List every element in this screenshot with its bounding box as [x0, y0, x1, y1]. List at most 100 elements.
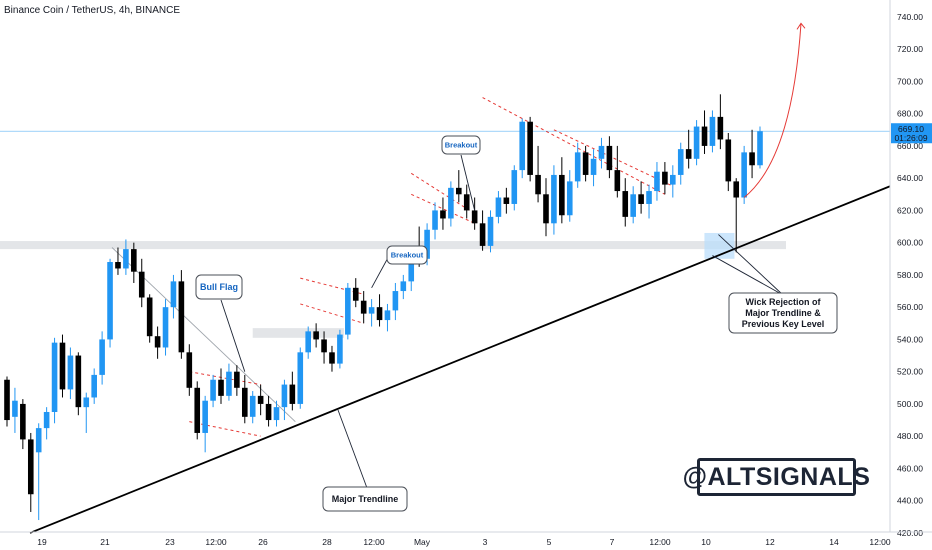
last-price-badge [891, 123, 932, 144]
candle-body [741, 152, 747, 198]
descending-upper-line [482, 97, 666, 195]
candle-body [337, 334, 343, 364]
candle-body [511, 170, 518, 204]
y-tick-label: 580.00 [897, 270, 923, 280]
candle-body [234, 371, 240, 388]
candle-body [12, 400, 18, 417]
candle-body [646, 191, 652, 204]
x-tick-label: 26 [258, 537, 268, 547]
candle-body [186, 352, 193, 388]
candle-body [654, 171, 660, 192]
breakout-1-pointer [460, 154, 476, 211]
candle-body [131, 249, 137, 272]
x-tick-label: 19 [37, 537, 47, 547]
candle-body [4, 379, 10, 421]
bull-flag-pointer [220, 299, 246, 372]
chart-title: Binance Coin / TetherUS, 4h, BINANCE [4, 5, 181, 16]
breakout-1-label-text: Breakout [445, 141, 478, 150]
candle-body [305, 331, 311, 353]
breakout-1-label-box [441, 135, 481, 155]
x-tick-label: 12:00 [363, 537, 385, 547]
wick-rejection-label-text: Major Trendline & [745, 308, 821, 318]
candle-body [630, 194, 636, 217]
candle-body [368, 307, 375, 314]
candle-body [551, 174, 557, 224]
candle-body [249, 395, 256, 417]
candle-countdown: 01:26:09 [894, 133, 927, 143]
x-tick-label: 10 [701, 537, 711, 547]
candle-body [424, 229, 430, 259]
candle-body [51, 342, 58, 412]
x-tick-label: 28 [322, 537, 332, 547]
candle-body [194, 387, 201, 433]
candle-body [178, 281, 185, 353]
x-tick-label: 14 [829, 537, 839, 547]
candle-body [321, 339, 327, 353]
candle-body [360, 300, 367, 314]
candle-body [606, 145, 613, 171]
pennant-lower-line [300, 303, 364, 324]
candle-body [566, 181, 573, 216]
candle-body [471, 210, 478, 224]
y-tick-label: 660.00 [897, 141, 923, 151]
candle-body [273, 407, 280, 421]
candle-body [582, 152, 589, 175]
candle-body [717, 116, 724, 140]
candle-body [559, 174, 565, 216]
candle-body [408, 250, 415, 282]
breakout-2-label-text: Breakout [391, 251, 424, 260]
x-tick-label: 23 [165, 537, 175, 547]
candle-body [352, 287, 359, 301]
candle-body [400, 281, 407, 292]
candle-body [83, 397, 90, 408]
x-tick-label: 7 [610, 537, 615, 547]
candle-body [138, 271, 145, 298]
candle-body [622, 191, 629, 217]
candle-body [749, 152, 755, 166]
candle-body [598, 145, 605, 159]
candle-body [670, 174, 676, 185]
candle-body [543, 194, 549, 224]
candle-body [99, 339, 105, 375]
candle-body [329, 352, 335, 364]
candle-body [693, 126, 700, 159]
candle-body [170, 281, 177, 308]
candle-body [495, 197, 502, 217]
y-tick-label: 540.00 [897, 334, 923, 344]
candle-body [685, 149, 692, 159]
key-level-zone [0, 241, 786, 250]
candle-body [162, 307, 169, 348]
candle-body [392, 291, 399, 311]
watermark-badge: @ALTSIGNALS [683, 458, 870, 496]
candle-body [527, 121, 533, 175]
projection-arrow-head [796, 22, 806, 30]
candle-body [574, 152, 581, 182]
candle-body [241, 387, 248, 417]
y-tick-label: 520.00 [897, 367, 923, 377]
x-tick-label: 12:00 [205, 537, 227, 547]
candle-body [463, 194, 470, 211]
x-tick-label: 12:00 [649, 537, 671, 547]
candle-body [456, 187, 462, 195]
candle-body [662, 171, 668, 185]
wick-rejection-pointer-2 [718, 234, 784, 296]
candle-body [614, 170, 621, 192]
candle-body [487, 216, 494, 246]
candle-body [91, 374, 97, 398]
candle-body [590, 158, 597, 175]
y-tick-label: 420.00 [897, 528, 923, 538]
major-trendline-label-text: Major Trendline [332, 494, 399, 504]
x-tick-label: 12 [765, 537, 775, 547]
candle-body [376, 307, 383, 321]
projection-curve [743, 23, 802, 198]
wick-rejection-label-text: Wick Rejection of [746, 297, 822, 307]
candle-body [725, 139, 732, 182]
candle-body [281, 384, 288, 408]
breakout-2-label-box [386, 245, 428, 265]
wick-rejection-label-box [728, 292, 838, 334]
y-tick-label: 600.00 [897, 238, 923, 248]
candle-body [448, 187, 454, 219]
candle-body [638, 194, 644, 204]
